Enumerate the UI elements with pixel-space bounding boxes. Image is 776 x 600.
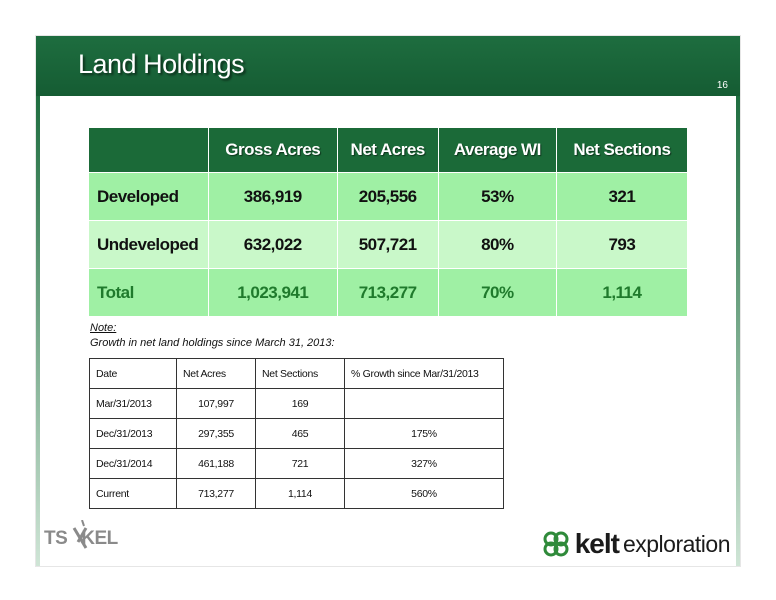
header-average-wi: Average WI — [438, 128, 557, 173]
table-cell: 560% — [344, 478, 504, 509]
row-label: Developed — [89, 172, 209, 221]
header-net-sections: Net Sections — [255, 358, 345, 389]
table-cell: 713,277 — [176, 478, 256, 509]
table-cell: 1,114 — [255, 478, 345, 509]
growth-header-row: Date Net Acres Net Sections % Growth sin… — [89, 358, 504, 389]
table-cell: 1,023,941 — [208, 268, 338, 316]
table-cell: 169 — [255, 388, 345, 419]
table-cell: Dec/31/2013 — [89, 418, 177, 449]
kelt-exploration-logo: kelt exploration — [541, 526, 731, 562]
header-net-acres: Net Acres — [176, 358, 256, 389]
tsx-logo-right: KEL — [81, 528, 118, 549]
tsx-logo: TS KEL — [44, 520, 118, 550]
celtic-knot-icon — [543, 531, 569, 557]
table-cell: 205,556 — [337, 172, 439, 221]
exploration-text: exploration — [622, 530, 731, 557]
table-cell: 53% — [438, 172, 557, 221]
table-cell: Mar/31/2013 — [89, 388, 177, 419]
table-cell: 175% — [344, 418, 504, 449]
kelt-brand-text: kelt — [574, 528, 620, 559]
table-cell: 80% — [438, 220, 557, 269]
table-cell: 713,277 — [337, 268, 439, 316]
table-cell: 327% — [344, 448, 504, 479]
left-accent-bar — [36, 96, 40, 566]
table-cell: 297,355 — [176, 418, 256, 449]
header-net-sections: Net Sections — [556, 128, 689, 173]
table-row: Current 713,277 1,114 560% — [89, 478, 504, 509]
table-cell: 632,022 — [208, 220, 338, 269]
growth-table: Date Net Acres Net Sections % Growth sin… — [89, 358, 504, 509]
table-cell: Current — [89, 478, 177, 509]
header-gross-acres: Gross Acres — [208, 128, 338, 173]
slide-header: Land Holdings 16 — [36, 36, 740, 96]
note-label: Note: — [90, 322, 117, 334]
table-cell: 321 — [556, 172, 689, 221]
table-cell: 507,721 — [337, 220, 439, 269]
right-accent-bar — [736, 96, 740, 566]
table-cell: Dec/31/2014 — [89, 448, 177, 479]
header-growth: % Growth since Mar/31/2013 — [344, 358, 504, 389]
table-cell: 70% — [438, 268, 557, 316]
table-cell: 721 — [255, 448, 345, 479]
table-cell: 461,188 — [176, 448, 256, 479]
table-cell: 793 — [556, 220, 689, 269]
table-row: Undeveloped 632,022 507,721 80% 793 — [89, 220, 689, 269]
table-cell: 1,114 — [556, 268, 689, 316]
note: Note: Growth in net land holdings since … — [90, 321, 335, 351]
slide: Land Holdings 16 Gross Acres Net Acres A… — [36, 36, 740, 566]
header-corner — [89, 128, 209, 173]
note-text: Growth in net land holdings since March … — [90, 337, 335, 349]
table-cell: 465 — [255, 418, 345, 449]
slide-title: Land Holdings — [78, 49, 245, 79]
table-row: Dec/31/2014 461,188 721 327% — [89, 448, 504, 479]
row-label: Undeveloped — [89, 220, 209, 269]
tsx-logo-left: TS — [44, 528, 68, 549]
page-number: 16 — [716, 80, 728, 91]
table-row: Dec/31/2013 297,355 465 175% — [89, 418, 504, 449]
row-label: Total — [89, 268, 209, 316]
table-header-row: Gross Acres Net Acres Average WI Net Sec… — [89, 128, 689, 173]
table-row: Mar/31/2013 107,997 169 — [89, 388, 504, 419]
table-row: Developed 386,919 205,556 53% 321 — [89, 172, 689, 221]
tsx-x-mark-icon — [72, 520, 88, 549]
table-cell: 386,919 — [208, 172, 338, 221]
header-date: Date — [89, 358, 177, 389]
table-total-row: Total 1,023,941 713,277 70% 1,114 — [89, 268, 689, 316]
land-holdings-table: Gross Acres Net Acres Average WI Net Sec… — [89, 128, 689, 316]
table-cell: 107,997 — [176, 388, 256, 419]
table-cell — [344, 388, 504, 419]
header-net-acres: Net Acres — [337, 128, 439, 173]
